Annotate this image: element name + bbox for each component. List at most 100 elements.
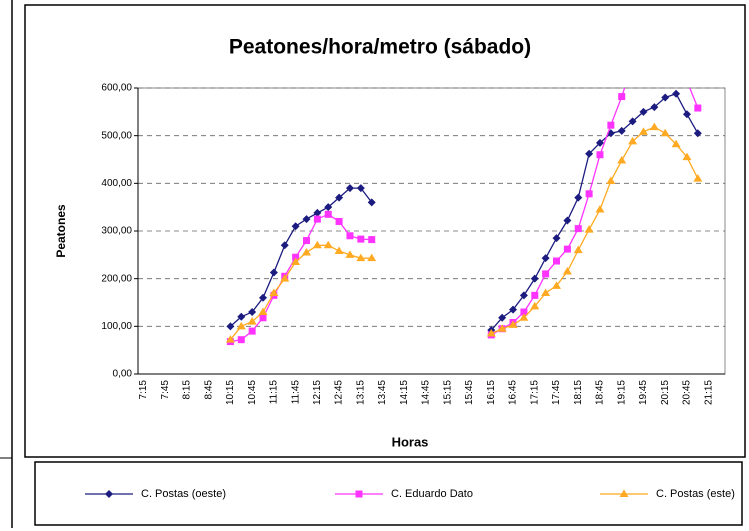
marker xyxy=(237,312,246,321)
marker xyxy=(497,324,507,332)
legend-marker xyxy=(105,490,113,498)
x-tick-label: 10:15 xyxy=(225,380,236,405)
marker xyxy=(291,257,301,265)
series-layer xyxy=(225,88,703,346)
marker xyxy=(312,240,322,249)
marker xyxy=(541,254,550,263)
x-tick-label: 20:45 xyxy=(682,380,693,405)
marker xyxy=(650,103,659,112)
marker xyxy=(671,139,681,148)
marker xyxy=(368,236,376,244)
marker xyxy=(617,155,627,164)
marker xyxy=(573,245,583,254)
x-tick-label: 7:45 xyxy=(160,380,171,400)
marker xyxy=(585,190,593,198)
marker xyxy=(693,174,703,182)
x-tick-label: 8:15 xyxy=(182,380,193,400)
chart-title: Peatones/hora/metro (sábado) xyxy=(229,36,531,59)
x-tick-label: 12:45 xyxy=(334,380,345,405)
marker xyxy=(236,321,246,330)
y-tick-label: 100,00 xyxy=(101,321,132,332)
marker xyxy=(237,336,245,344)
marker xyxy=(596,151,604,159)
marker xyxy=(563,216,572,225)
x-tick-label: 19:15 xyxy=(616,380,627,405)
x-tick-label: 8:45 xyxy=(203,380,214,400)
marker xyxy=(519,291,528,300)
marker xyxy=(585,149,594,158)
legend-label: C. Postas (este) xyxy=(656,488,735,500)
x-tick-label: 18:15 xyxy=(573,380,584,405)
marker xyxy=(638,127,648,135)
x-tick-label: 16:45 xyxy=(508,380,519,405)
marker xyxy=(530,301,540,310)
marker xyxy=(280,274,290,282)
marker xyxy=(313,215,321,223)
marker xyxy=(269,288,279,296)
marker xyxy=(519,313,529,321)
marker xyxy=(292,253,300,261)
marker xyxy=(628,136,638,145)
x-tick-label: 20:15 xyxy=(660,380,671,405)
marker xyxy=(541,288,551,296)
marker xyxy=(324,203,333,212)
marker xyxy=(335,217,343,225)
marker xyxy=(584,225,594,233)
marker xyxy=(259,314,267,322)
marker xyxy=(531,291,539,299)
marker xyxy=(302,215,311,224)
x-tick-label: 14:45 xyxy=(421,380,432,405)
x-tick-label: 13:45 xyxy=(377,380,388,405)
marker xyxy=(367,198,376,207)
marker xyxy=(628,117,637,126)
marker xyxy=(617,126,626,135)
marker xyxy=(334,246,344,255)
marker xyxy=(520,308,528,316)
marker xyxy=(606,176,616,184)
marker xyxy=(258,307,268,316)
marker xyxy=(247,317,257,325)
marker xyxy=(367,253,377,262)
marker xyxy=(324,210,332,218)
marker xyxy=(486,328,496,337)
marker xyxy=(562,267,572,275)
x-tick-label: 14:15 xyxy=(399,380,410,405)
marker xyxy=(694,104,702,112)
marker xyxy=(574,193,583,202)
legend-label: C. Postas (oeste) xyxy=(141,488,226,500)
marker xyxy=(357,235,365,243)
x-tick-label: 15:45 xyxy=(464,380,475,405)
marker xyxy=(280,241,289,250)
x-tick-label: 18:45 xyxy=(595,380,606,405)
marker xyxy=(660,128,670,137)
marker xyxy=(552,234,561,243)
y-tick-label: 300,00 xyxy=(101,226,132,237)
legend-label: C. Eduardo Dato xyxy=(391,488,473,500)
y-tick-label: 500,00 xyxy=(101,130,132,141)
marker xyxy=(356,253,366,262)
marker xyxy=(682,110,691,119)
marker xyxy=(313,208,322,217)
marker xyxy=(345,184,354,193)
y-tick-label: 200,00 xyxy=(101,273,132,284)
marker xyxy=(356,184,365,193)
marker xyxy=(508,320,518,328)
marker xyxy=(259,293,268,302)
x-tick-label: 15:15 xyxy=(442,380,453,405)
marker xyxy=(530,274,539,283)
marker xyxy=(553,257,561,265)
marker xyxy=(574,225,582,233)
x-tick-label: 16:15 xyxy=(486,380,497,405)
marker xyxy=(291,222,300,231)
marker xyxy=(542,270,550,278)
marker xyxy=(639,107,648,116)
y-tick-label: 400,00 xyxy=(101,178,132,189)
x-tick-label: 13:15 xyxy=(355,380,366,405)
marker xyxy=(498,313,507,322)
marker xyxy=(682,152,692,161)
marker xyxy=(345,250,355,258)
y-axis-label: Peatones xyxy=(54,204,68,258)
legend-marker xyxy=(619,489,629,497)
marker xyxy=(323,240,333,249)
